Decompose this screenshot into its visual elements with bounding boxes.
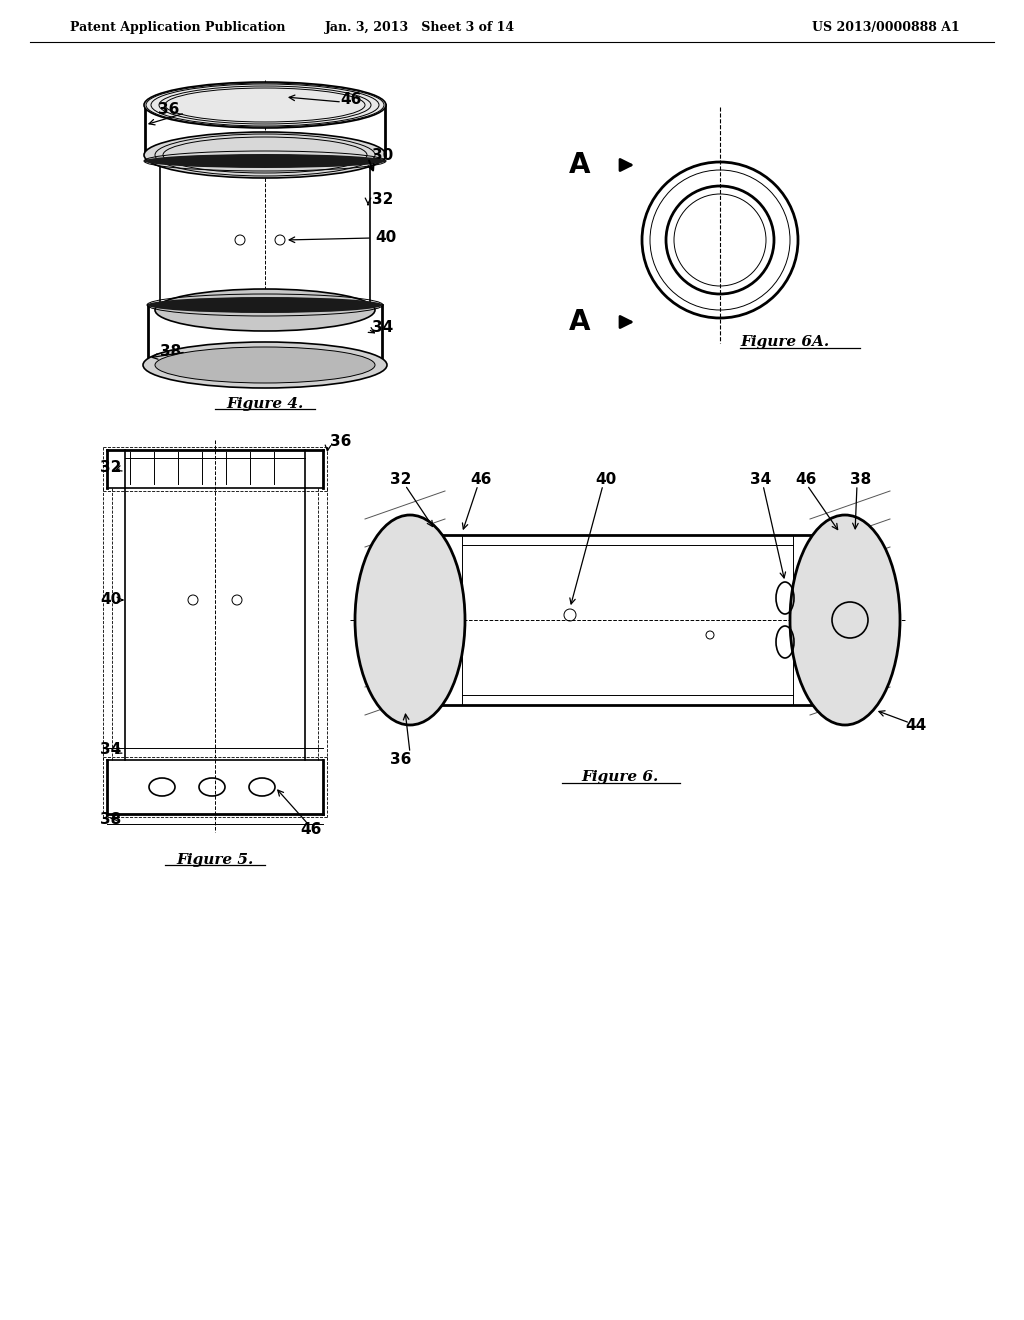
Ellipse shape [143,342,387,388]
Text: 30: 30 [372,148,393,162]
Text: 34: 34 [750,473,771,487]
Text: 38: 38 [100,813,121,828]
Text: 32: 32 [100,459,122,474]
Text: 40: 40 [100,593,121,607]
Text: 36: 36 [390,752,412,767]
Text: 34: 34 [100,742,121,758]
Text: 46: 46 [795,473,816,487]
Ellipse shape [144,82,386,128]
Text: 46: 46 [300,822,322,837]
Ellipse shape [147,297,383,313]
Ellipse shape [790,515,900,725]
Text: 36: 36 [158,103,179,117]
Text: 36: 36 [330,434,351,450]
Ellipse shape [155,347,375,383]
Text: 34: 34 [372,321,393,335]
Text: Figure 5.: Figure 5. [176,853,254,867]
Text: A: A [569,308,591,337]
Ellipse shape [144,132,386,178]
Text: Jan. 3, 2013   Sheet 3 of 14: Jan. 3, 2013 Sheet 3 of 14 [325,21,515,33]
Text: A: A [569,150,591,180]
Text: 32: 32 [390,473,412,487]
Text: 38: 38 [850,473,871,487]
Text: 40: 40 [595,473,616,487]
Ellipse shape [155,289,375,331]
Text: Patent Application Publication: Patent Application Publication [70,21,286,33]
Text: 38: 38 [160,345,181,359]
Ellipse shape [144,154,386,168]
Text: 46: 46 [470,473,492,487]
Text: 46: 46 [340,92,361,107]
Text: US 2013/0000888 A1: US 2013/0000888 A1 [812,21,961,33]
Text: 40: 40 [375,231,396,246]
Text: 44: 44 [905,718,927,733]
Text: Figure 6A.: Figure 6A. [740,335,829,348]
Ellipse shape [355,515,465,725]
Text: Figure 6.: Figure 6. [582,770,658,784]
Text: 32: 32 [372,193,393,207]
Text: Figure 4.: Figure 4. [226,397,304,411]
